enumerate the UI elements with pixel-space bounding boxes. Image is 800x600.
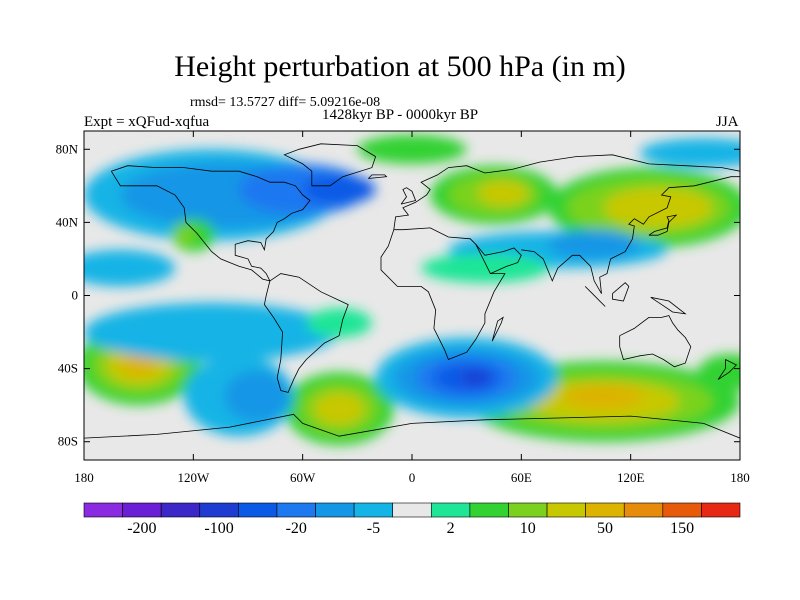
- lon-tick-label: 0: [409, 470, 416, 485]
- field-contour: [421, 253, 549, 283]
- coastline: [612, 282, 630, 302]
- field-contour: [173, 226, 196, 245]
- experiment-label: Expt = xQFud-xqfua: [84, 114, 210, 130]
- colorbar-swatch: [623, 502, 664, 518]
- field-contour: [84, 249, 176, 287]
- field-contour: [698, 353, 740, 391]
- coastline: [393, 154, 740, 230]
- colorbar-swatch: [546, 502, 586, 518]
- colorbar-swatch: [585, 502, 625, 518]
- colorbar-swatch: [508, 502, 548, 518]
- colorbar-swatch: [469, 502, 509, 518]
- colorbar-swatch: [276, 502, 316, 518]
- field-contour: [461, 370, 491, 386]
- coastline: [263, 273, 349, 393]
- field-contour: [306, 308, 372, 338]
- lon-tick-label: 180: [74, 470, 94, 485]
- height-field: [84, 134, 740, 446]
- lon-tick-label: 120E: [617, 470, 645, 485]
- coastline: [380, 227, 506, 361]
- coastline: [650, 296, 687, 315]
- lon-tick-label: 120W: [177, 470, 210, 485]
- coastline: [717, 359, 738, 380]
- colorbar-label: -20: [286, 520, 307, 537]
- colorbar-label: -100: [204, 520, 233, 537]
- field-contour: [477, 180, 529, 206]
- colorbar-label: 150: [670, 520, 694, 537]
- colorbar: -200 -100 -20 -5 2 10 50 150: [83, 502, 741, 537]
- field-contour: [639, 138, 740, 168]
- colorbar-swatch: [199, 502, 239, 518]
- colorbar-swatch: [83, 502, 123, 518]
- coastline: [368, 174, 388, 179]
- lat-tick-label: 40S: [58, 361, 78, 376]
- coastline: [584, 286, 606, 307]
- colorbar-label: -5: [367, 520, 380, 537]
- lon-tick-label: 60E: [511, 470, 532, 485]
- field-contour: [548, 229, 640, 259]
- field-contour: [563, 383, 644, 409]
- field-contour: [84, 302, 340, 362]
- coastline: [400, 187, 417, 205]
- colorbar-swatch: [353, 502, 394, 518]
- coastline: [283, 143, 377, 187]
- period-label: 1428kyr BP - 0000kyr BP: [322, 107, 479, 123]
- colorbar-swatch: [392, 502, 432, 518]
- lat-tick-label: 0: [72, 288, 79, 303]
- coastline: [84, 413, 740, 439]
- field-contour: [603, 187, 713, 228]
- coastline: [648, 214, 678, 236]
- field-contour: [120, 353, 157, 376]
- coastline: [619, 315, 692, 368]
- lon-tick-label: 180: [730, 470, 750, 485]
- coastlines: [84, 143, 740, 439]
- coastline: [521, 176, 740, 294]
- lat-tick-label: 40N: [56, 214, 79, 229]
- lon-tick-label: 60W: [290, 470, 316, 485]
- field-contour: [224, 370, 290, 422]
- colorbar-swatch: [315, 502, 355, 518]
- field-contour: [302, 174, 376, 205]
- coastline: [110, 165, 311, 282]
- lat-tick-label: 80S: [58, 434, 78, 449]
- colorbar-swatch: [160, 502, 201, 518]
- colorbar-label: 2: [447, 520, 455, 537]
- colorbar-swatch: [701, 502, 741, 518]
- chart-title: Height perturbation at 500 hPa (in m): [174, 50, 626, 83]
- map-axes: 80N 40N 0 40S 80S 180 120W 60W 0 60E 120E 180: [56, 131, 750, 485]
- field-contour: [357, 134, 467, 164]
- colorbar-swatch: [122, 502, 162, 518]
- colorbar-swatch: [662, 502, 702, 518]
- colorbar-swatch: [238, 502, 278, 518]
- colorbar-label: -200: [127, 520, 156, 537]
- colorbar-swatch: [430, 502, 471, 518]
- lat-tick-label: 80N: [56, 141, 79, 156]
- colorbar-label: 50: [597, 520, 613, 537]
- season-label: JJA: [716, 114, 739, 130]
- coastline: [491, 316, 504, 342]
- coastline: [475, 244, 522, 274]
- stats-label: rmsd= 13.5727 diff= 5.09216e-08: [190, 95, 381, 110]
- field-contour: [313, 392, 365, 426]
- colorbar-label: 10: [520, 520, 536, 537]
